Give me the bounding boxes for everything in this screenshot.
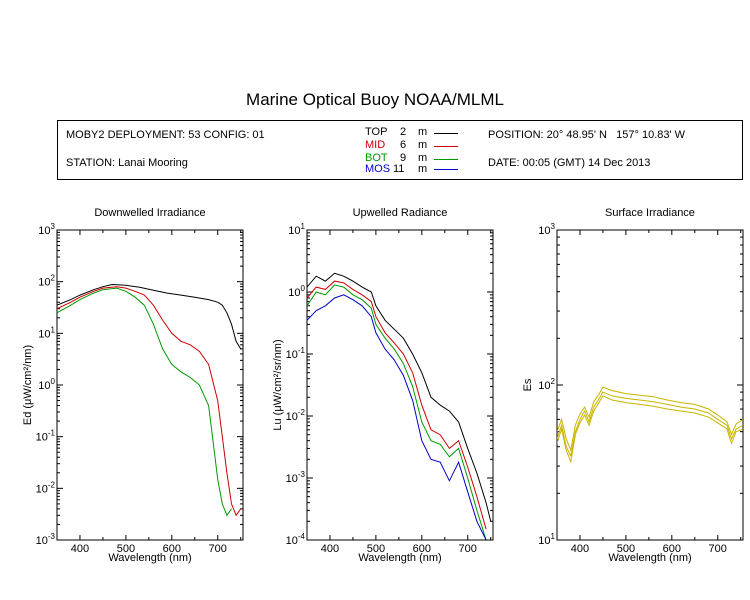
upwelled-radiance-ytick-label: 10-1 [286, 346, 306, 361]
upwelled-radiance-ytick-label: 10-3 [286, 470, 306, 485]
legend-top-name: TOP [365, 126, 388, 138]
downwelled-irradiance-ylabel: Ed (μW/cm²/nm) [22, 345, 34, 425]
downwelled-irradiance-xtick-label: 700 [209, 543, 227, 555]
downwelled-irradiance-series-group [57, 283, 242, 517]
legend-bot-depth: 9 [400, 152, 407, 164]
surface-irradiance-xtick-label: 700 [709, 543, 727, 555]
position-text: POSITION: 20° 48.95' N 157° 10.83' W [488, 129, 686, 141]
legend-top-unit: m [418, 126, 428, 138]
upwelled-radiance-xlabel: Wavelength (nm) [358, 552, 441, 564]
upwelled-radiance-ytick-label: 101 [288, 222, 305, 237]
downwelled-irradiance-xtick-label: 400 [71, 543, 89, 555]
upwelled-radiance-series-group [307, 272, 492, 540]
downwelled-irradiance-frame [56, 229, 244, 541]
surface-irradiance-series-1-line [557, 386, 743, 452]
upwelled-radiance-title: Upwelled Radiance [353, 207, 448, 219]
surface-irradiance-ytick-label: 103 [538, 222, 555, 237]
downwelled-irradiance-series-top-line [57, 283, 242, 350]
upwelled-radiance-xtick-label: 600 [413, 543, 431, 555]
surface-irradiance-ytick-label: 102 [538, 377, 555, 392]
surface-irradiance-xtick-label: 400 [571, 543, 589, 555]
surface-irradiance-xtick-label: 600 [663, 543, 681, 555]
upwelled-radiance-xtick-label: 500 [367, 543, 385, 555]
upwelled-radiance-series-bot-line [307, 284, 487, 540]
surface-irradiance-ytick-label: 101 [538, 532, 555, 547]
upwelled-radiance-series-mid-line [307, 280, 487, 530]
legend-mos-line [434, 169, 458, 170]
legend-top-depth: 2 [400, 126, 407, 138]
surface-irradiance-frame [556, 229, 744, 541]
legend-mid-name: MID [365, 139, 386, 151]
upwelled-radiance-ytick-label: 10-2 [286, 408, 306, 423]
info-box: MOBY2 DEPLOYMENT: 53 CONFIG: 01 STATION:… [57, 120, 743, 180]
downwelled-irradiance-ytick-label: 10-1 [36, 429, 56, 444]
surface-irradiance-xtick-label: 500 [617, 543, 635, 555]
upwelled-radiance-series-mos-line [307, 294, 487, 540]
legend-top-line [434, 133, 458, 134]
date-text: DATE: 00:05 (GMT) 14 Dec 2013 [488, 157, 651, 169]
downwelled-irradiance-series-mid-line [57, 286, 242, 517]
legend-bot-unit: m [418, 152, 428, 164]
downwelled-irradiance-ytick-label: 103 [38, 222, 55, 237]
legend-mid-unit: m [418, 139, 428, 151]
upwelled-radiance-xtick-label: 700 [459, 543, 477, 555]
downwelled-irradiance-ytick-label: 101 [38, 325, 55, 340]
downwelled-irradiance-ytick-label: 102 [38, 274, 55, 289]
downwelled-irradiance-series-bot-line [57, 287, 232, 517]
deployment-text: MOBY2 DEPLOYMENT: 53 CONFIG: 01 [66, 129, 265, 141]
upwelled-radiance-ytick-label: 100 [288, 284, 305, 299]
figure-title: Marine Optical Buoy NOAA/MLML [246, 90, 504, 109]
surface-irradiance-series-0-line [557, 391, 743, 458]
legend-mos-depth: 11 [393, 163, 405, 175]
downwelled-irradiance-xtick-label: 600 [163, 543, 181, 555]
downwelled-irradiance-ytick-label: 10-2 [36, 480, 56, 495]
surface-irradiance-series-group [557, 386, 743, 464]
surface-irradiance-title: Surface Irradiance [605, 207, 695, 219]
upwelled-radiance-xtick-label: 400 [321, 543, 339, 555]
downwelled-irradiance-ytick-label: 100 [38, 377, 55, 392]
surface-irradiance-ylabel: Es [522, 378, 534, 391]
legend-mid-line [434, 146, 458, 147]
legend-bot-line [434, 159, 458, 160]
downwelled-irradiance-ytick-label: 10-3 [36, 532, 56, 547]
downwelled-irradiance-xtick-label: 500 [117, 543, 135, 555]
upwelled-radiance-series-top-line [307, 272, 492, 522]
surface-irradiance-series-2-line [557, 395, 743, 464]
surface-irradiance-xlabel: Wavelength (nm) [608, 552, 691, 564]
downwelled-irradiance-title: Downwelled Irradiance [94, 207, 205, 219]
upwelled-radiance-frame [306, 229, 494, 541]
legend-mid-depth: 6 [400, 139, 407, 151]
upwelled-radiance-ytick-label: 10-4 [286, 532, 306, 547]
legend-bot-name: BOT [365, 152, 388, 164]
legend-mos-unit: m [418, 163, 428, 175]
station-text: STATION: Lanai Mooring [66, 157, 188, 169]
legend-mos-name: MOS [365, 163, 391, 175]
upwelled-radiance-ylabel: Lu (μW/cm²/sr/nm) [272, 339, 284, 430]
downwelled-irradiance-xlabel: Wavelength (nm) [108, 552, 191, 564]
